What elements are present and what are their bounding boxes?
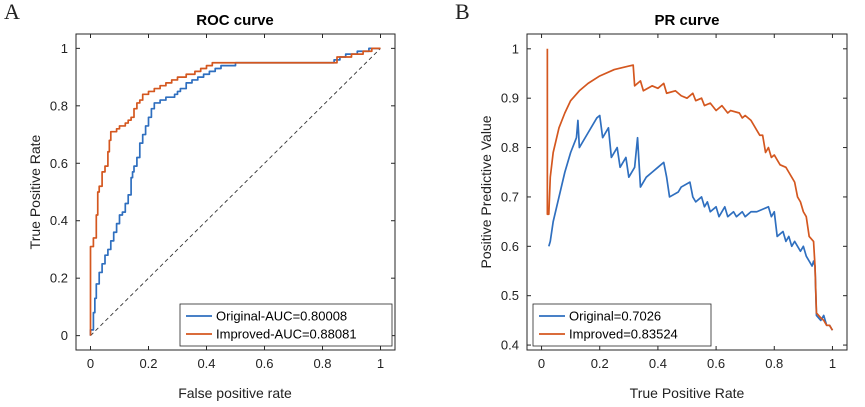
roc-y-tick-label: 1	[61, 41, 68, 56]
pr-legend-box	[532, 303, 712, 347]
roc-y-tick-label: 0.6	[50, 156, 68, 171]
roc-panel: A ROC curve 0 0.2 0.4 0.6 0.8 1 0 0.2 0.4 0.6 0.8…	[4, 0, 396, 401]
roc-x-tick-label: 0.2	[139, 356, 157, 371]
roc-y-tick-label: 0.2	[50, 271, 68, 286]
pr-y-tick-label: 0.8	[501, 140, 519, 155]
roc-legend: Original-AUC=0.80008 Improved-AUC=0.8808…	[179, 303, 393, 347]
pr-legend: Original=0.7026 Improved=0.83524	[532, 303, 712, 347]
roc-y-tick-label: 0	[61, 328, 68, 343]
pr-line-improved	[546, 48, 834, 331]
pr-x-tick-label: 1	[829, 356, 836, 371]
pr-panel: B PR curve 0 0.2 0.4 0.6 0.8 1 0.40.50.60.70.…	[455, 0, 848, 401]
roc-y-tick-label: 0.8	[50, 98, 68, 113]
pr-x-tick-label: 0.8	[765, 356, 783, 371]
pr-chart-title: PR curve	[654, 12, 719, 29]
roc-x-tick-label: 0	[87, 356, 94, 371]
pr-line-original	[548, 114, 834, 331]
roc-x-tick-label: 1	[377, 356, 384, 371]
roc-x-axis-label: False positive rate	[178, 385, 292, 401]
pr-y-tick-label: 0.9	[501, 91, 519, 106]
roc-y-ticks: 0 0.2 0.4 0.6 0.8 1	[50, 41, 395, 343]
pr-y-axis-label: Positive Predictive Value	[478, 115, 494, 268]
panel-letter-a: A	[4, 0, 20, 24]
pr-x-axis-label: True Positive Rate	[630, 385, 745, 401]
pr-y-ticks: 0.4 0.5 0.6 0.7 0.8 0.9 1	[501, 41, 847, 353]
roc-line-original	[89, 47, 381, 336]
roc-chart-title: ROC curve	[196, 12, 274, 29]
pr-legend-label-original: Original=0.7026	[569, 309, 661, 324]
roc-y-axis-label: True Positive Rate	[27, 134, 43, 249]
pr-x-tick-label: 0.6	[707, 356, 725, 371]
roc-legend-label-improved: Improved-AUC=0.88081	[216, 327, 357, 342]
pr-x-ticks: 0 0.2 0.4 0.6 0.8 1	[538, 34, 836, 371]
panel-letter-b: B	[455, 0, 470, 24]
pr-plot-area	[526, 33, 848, 351]
pr-x-tick-label: 0.4	[649, 356, 667, 371]
roc-x-tick-label: 0.6	[255, 356, 273, 371]
roc-x-ticks: 0 0.2 0.4 0.6 0.8 1	[87, 34, 384, 371]
pr-y-tick-label: 0.6	[501, 239, 519, 254]
pr-y-tick-label: 0.5	[501, 288, 519, 303]
pr-y-tick-label: 0.4	[501, 338, 519, 353]
roc-y-tick-label: 0.4	[50, 213, 68, 228]
pr-legend-label-improved: Improved=0.83524	[569, 327, 678, 342]
pr-y-tick-label: 0.7	[501, 189, 519, 204]
roc-x-tick-label: 0.8	[313, 356, 331, 371]
roc-chance-diagonal	[90, 48, 381, 336]
pr-y-tick-label: 1	[512, 41, 519, 56]
pr-x-tick-label: 0.2	[591, 356, 609, 371]
roc-legend-box	[179, 303, 393, 347]
roc-line-improved	[89, 47, 381, 336]
pr-x-tick-label: 0	[538, 356, 545, 371]
roc-x-tick-label: 0.4	[197, 356, 215, 371]
roc-legend-label-original: Original-AUC=0.80008	[216, 309, 347, 324]
